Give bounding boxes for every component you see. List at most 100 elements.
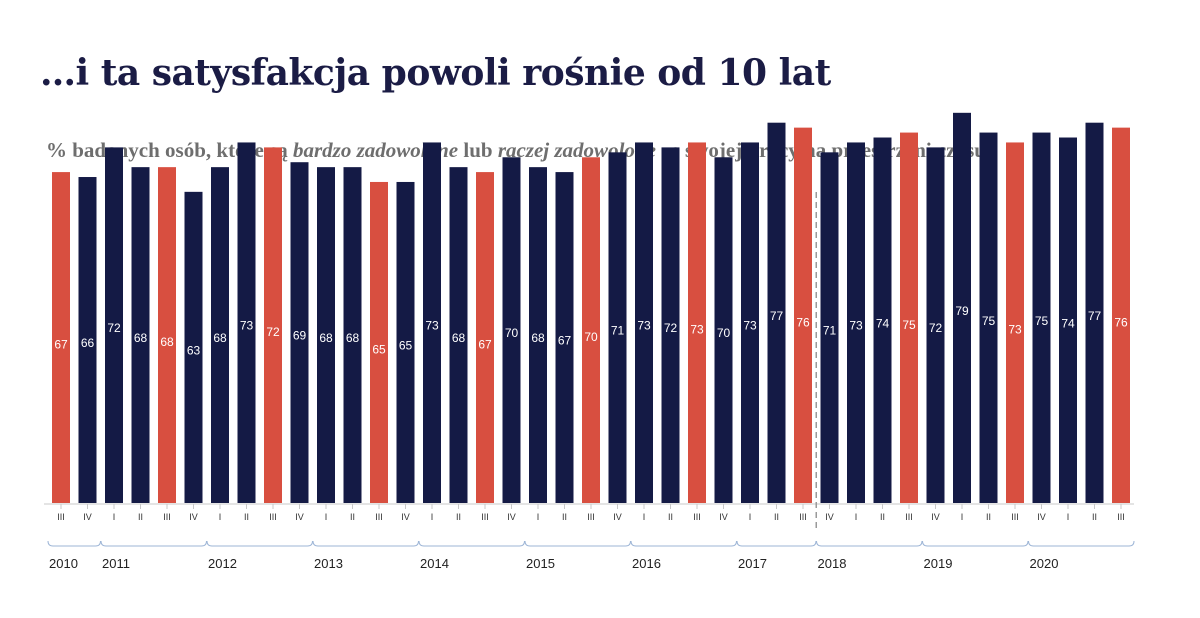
- quarter-tick-label: II: [244, 512, 249, 522]
- quarter-tick-label: I: [961, 512, 964, 522]
- quarter-tick-label: III: [375, 512, 383, 522]
- quarter-tick-label: I: [643, 512, 646, 522]
- year-label: 2014: [420, 556, 449, 571]
- year-bracket: [206, 540, 313, 547]
- year-bracket: [922, 540, 1029, 547]
- year-bracket: [47, 540, 101, 547]
- bar: [529, 167, 547, 503]
- quarter-tick-label: I: [219, 512, 222, 522]
- bar-value-label: 68: [346, 331, 360, 345]
- year-bracket: [1028, 540, 1135, 547]
- quarter-tick-label: IV: [83, 512, 92, 522]
- year-label: 2012: [208, 556, 237, 571]
- bar: [555, 172, 574, 503]
- bar: [794, 127, 812, 503]
- bar: [52, 172, 70, 503]
- year-label: 2016: [632, 556, 661, 571]
- bar: [926, 147, 945, 503]
- bar: [290, 162, 309, 503]
- year-bracket: [418, 540, 525, 547]
- bar-value-label: 76: [796, 315, 810, 329]
- quarter-tick-label: IV: [613, 512, 622, 522]
- bar-value-label: 76: [1114, 315, 1128, 329]
- quarter-tick-label: IV: [825, 512, 834, 522]
- bar: [608, 152, 627, 503]
- bar-value-label: 73: [743, 319, 757, 333]
- year-label: 2013: [314, 556, 343, 571]
- quarter-tick-label: II: [774, 512, 779, 522]
- bar-value-label: 72: [929, 321, 943, 335]
- bar-value-label: 72: [266, 325, 280, 339]
- bar-value-label: 65: [399, 338, 413, 352]
- bar-value-label: 75: [1035, 314, 1049, 328]
- bar-value-label: 67: [478, 338, 492, 352]
- bar: [953, 112, 971, 503]
- quarter-tick-label: IV: [1037, 512, 1046, 522]
- year-label: 2018: [818, 556, 847, 571]
- bar: [873, 137, 892, 503]
- quarter-tick-label: III: [693, 512, 701, 522]
- bar-value-label: 67: [558, 334, 572, 348]
- bar-value-label: 66: [81, 336, 95, 350]
- bar-value-label: 75: [982, 314, 996, 328]
- quarter-tick-label: II: [986, 512, 991, 522]
- bar-value-label: 72: [664, 321, 678, 335]
- year-label: 2020: [1030, 556, 1059, 571]
- bar-value-label: 73: [690, 323, 704, 337]
- bar-value-label: 79: [955, 304, 969, 318]
- quarter-tick-label: II: [456, 512, 461, 522]
- bar: [343, 167, 362, 503]
- bar-value-label: 68: [213, 331, 227, 345]
- bar: [476, 172, 494, 503]
- subtitle-part-2: lub: [458, 138, 498, 162]
- quarter-tick-label: III: [905, 512, 913, 522]
- quarter-tick-label: III: [799, 512, 807, 522]
- quarter-tick-label: III: [481, 512, 489, 522]
- bar: [847, 142, 865, 503]
- bar-value-label: 75: [902, 318, 916, 332]
- bar-value-label: 68: [160, 335, 174, 349]
- quarter-tick-label: IV: [295, 512, 304, 522]
- bar: [582, 157, 600, 503]
- bar: [661, 147, 680, 503]
- bar-value-label: 73: [637, 319, 651, 333]
- year-bracket: [630, 540, 737, 547]
- quarter-tick-label: II: [350, 512, 355, 522]
- bar-value-label: 73: [849, 319, 863, 333]
- bar: [211, 167, 229, 503]
- year-bracket: [312, 540, 419, 547]
- year-bracket: [524, 540, 631, 547]
- bar-value-label: 77: [1088, 309, 1102, 323]
- quarter-tick-label: III: [269, 512, 277, 522]
- bar: [1032, 132, 1051, 503]
- bar-value-label: 74: [876, 316, 890, 330]
- quarter-tick-label: II: [1092, 512, 1097, 522]
- bar: [237, 142, 256, 503]
- quarter-tick-label: IV: [189, 512, 198, 522]
- bar: [900, 132, 918, 503]
- bar: [264, 147, 282, 503]
- bar-value-label: 68: [531, 331, 545, 345]
- bar: [131, 167, 150, 503]
- year-label: 2015: [526, 556, 555, 571]
- bar-value-label: 74: [1061, 316, 1075, 330]
- quarter-tick-label: I: [325, 512, 328, 522]
- bar: [1085, 122, 1104, 503]
- year-bracket: [816, 540, 923, 547]
- quarter-tick-label: III: [163, 512, 171, 522]
- bar-value-label: 72: [107, 321, 121, 335]
- bar-value-label: 73: [1008, 323, 1022, 337]
- bar: [741, 142, 759, 503]
- bar: [688, 142, 706, 503]
- quarter-tick-label: I: [855, 512, 858, 522]
- year-label: 2019: [924, 556, 953, 571]
- year-bracket: [736, 540, 817, 547]
- quarter-tick-label: III: [1117, 512, 1125, 522]
- bar: [635, 142, 653, 503]
- quarter-tick-label: IV: [719, 512, 728, 522]
- quarter-tick-label: III: [1011, 512, 1019, 522]
- bar-value-label: 77: [770, 309, 784, 323]
- quarter-tick-label: II: [668, 512, 673, 522]
- bar-value-label: 70: [505, 326, 519, 340]
